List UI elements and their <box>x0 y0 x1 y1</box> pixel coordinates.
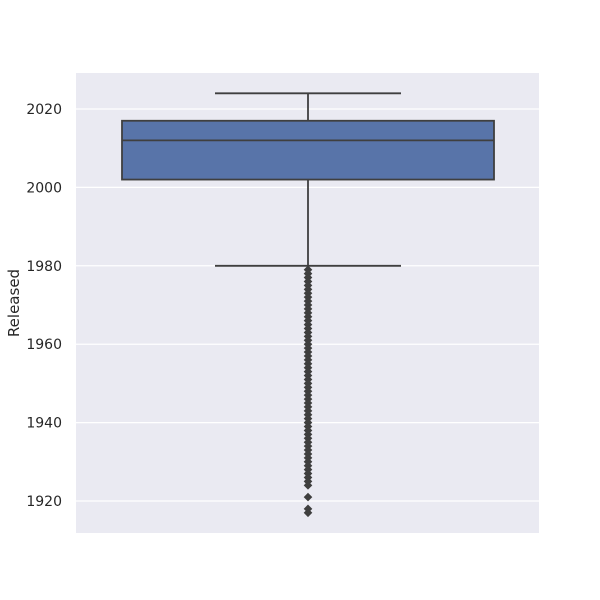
outlier-points <box>303 265 313 518</box>
y-tick-label: 1980 <box>26 259 62 275</box>
y-tick-label: 2000 <box>26 180 62 196</box>
y-tick-label: 1960 <box>26 337 62 353</box>
y-tick-label: 1940 <box>26 416 62 432</box>
iqr-box <box>121 119 495 181</box>
y-tick-label: 2020 <box>26 102 62 118</box>
outlier-point <box>303 508 313 518</box>
outlier-point <box>303 481 313 490</box>
box-series <box>121 92 495 267</box>
outlier-point <box>303 492 313 502</box>
y-axis-ticks: 1920 1940 1960 1980 2000 2020 <box>26 102 62 510</box>
y-axis-label: Released <box>5 269 23 337</box>
y-tick-label: 1920 <box>26 494 62 510</box>
